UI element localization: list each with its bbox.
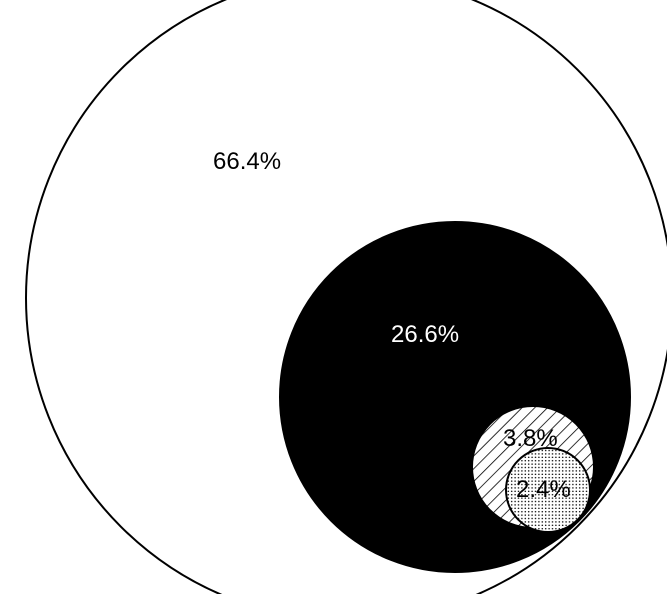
label-dotted: 2.4% xyxy=(516,476,571,503)
label-hatched: 3.8% xyxy=(503,425,558,452)
label-solid: 26.6% xyxy=(391,321,459,348)
label-outer: 66.4% xyxy=(213,148,281,175)
circle-dotted xyxy=(505,447,591,533)
